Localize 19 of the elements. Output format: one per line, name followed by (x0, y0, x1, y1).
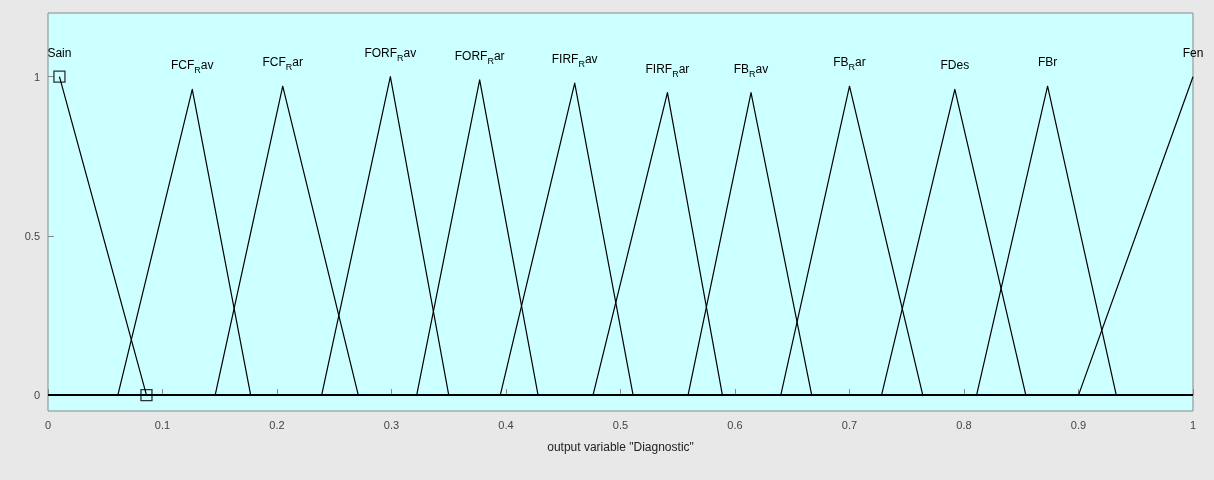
series-label: FBr (1037, 55, 1058, 70)
x-tick-label: 0.1 (154, 418, 171, 431)
y-tick-label: 0.5 (24, 229, 40, 242)
x-tick-label: 0.3 (383, 418, 400, 431)
x-tick-label: 1 (1189, 418, 1197, 431)
y-tick-label: 0 (33, 389, 40, 402)
x-axis-title: output variable "Diagnostic" (547, 440, 694, 454)
x-tick-label: 0.6 (727, 418, 743, 431)
x-tick-label: 0.9 (1070, 418, 1087, 431)
x-tick-label: 0.8 (956, 418, 972, 431)
x-tick-label: 0 (44, 418, 52, 431)
y-tick-label: 1 (33, 70, 40, 83)
x-tick-label: 0.5 (612, 418, 629, 431)
x-tick-label: 0.2 (269, 418, 285, 431)
series-label: FDes (940, 58, 970, 73)
series-label: Fen (1182, 45, 1204, 60)
x-tick-label: 0.7 (841, 418, 858, 431)
x-tick-label: 0.4 (498, 418, 514, 431)
series-label: Sain (47, 45, 72, 60)
